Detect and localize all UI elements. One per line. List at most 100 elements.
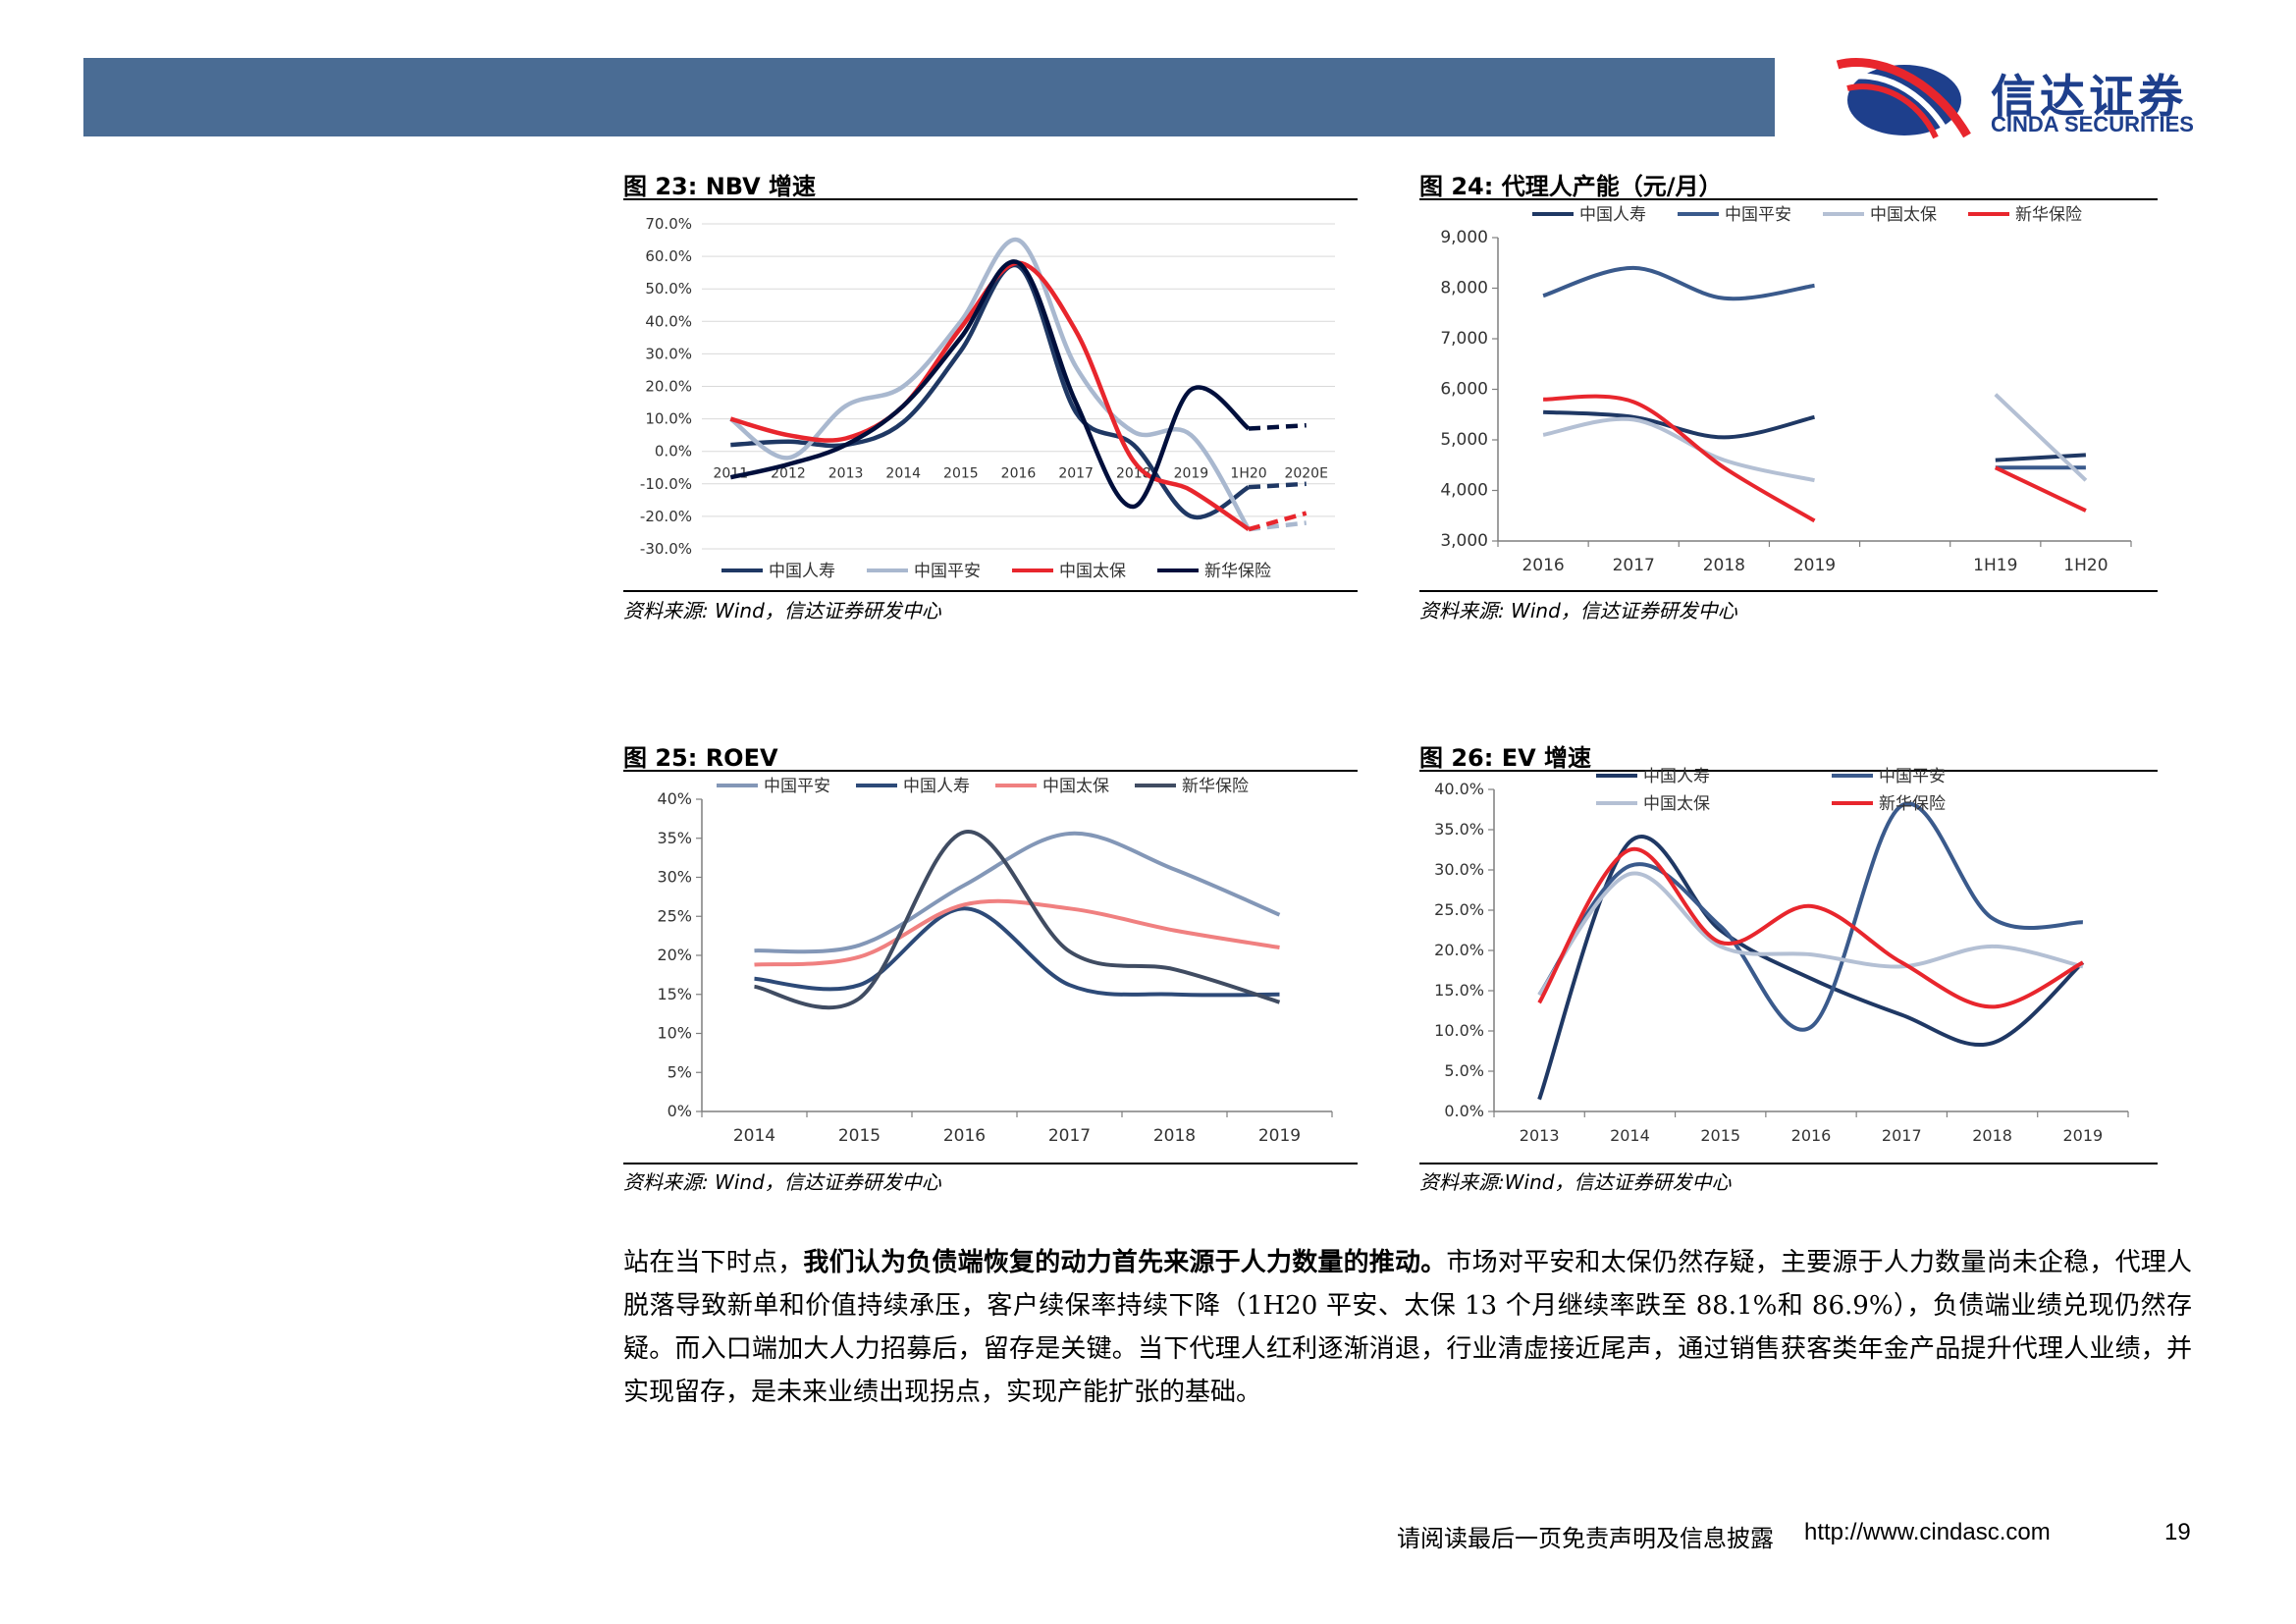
series-line-中国人寿	[730, 262, 1251, 520]
legend-label: 中国人寿	[769, 562, 835, 581]
figure-24: 图 24: 代理人产能（元/月） 9,000 8,000 7,000 6,000 5,0…	[1419, 167, 2158, 628]
cinda-logo-icon	[1836, 58, 1971, 139]
footer-url[interactable]: http://www.cindasc.com	[1804, 1519, 2051, 1545]
ev-growth-chart: 40.0% 35.0% 30.0% 25.0% 20.0% 15.0% 10.0% 5.0% 0…	[1434, 767, 2129, 1145]
page-number: 19	[2164, 1519, 2191, 1545]
x-tick-label: 2016	[943, 1126, 986, 1146]
y-tick-label: 9,000	[1440, 228, 1488, 247]
x-tick-label: 2014	[1610, 1126, 1650, 1145]
legend-label: 中国人寿	[903, 777, 970, 796]
series-line-中国平安	[1542, 265, 1815, 301]
y-tick-label: 5%	[667, 1062, 692, 1081]
chart-series	[754, 830, 1281, 1010]
x-tick-label: 2017	[1058, 466, 1094, 482]
x-tick-label: 2020E	[1284, 466, 1327, 482]
x-tick-label: 2019	[2062, 1126, 2103, 1145]
figure-source: 资料来源: Wind，信达证券研发中心	[623, 1170, 941, 1194]
x-tick-label: 1H20	[2063, 556, 2108, 575]
legend-label: 中国太保	[1042, 777, 1109, 796]
y-tick-label: 5.0%	[1444, 1061, 1484, 1080]
y-tick-label: 35%	[657, 829, 692, 847]
y-tick-label: 30.0%	[1434, 860, 1484, 879]
y-tick-label: 15%	[657, 985, 692, 1003]
x-tick-label: 2018	[1972, 1126, 2012, 1145]
chart-legend: 中国人寿 中国平安 中国太保 新华保险	[721, 562, 1271, 581]
chart-axes: 70.0% 60.0% 50.0% 40.0% 30.0% 20.0% 10.0% 0.0% -…	[640, 215, 1335, 558]
figure-bottom-rule	[1419, 1163, 2158, 1164]
series-line-中国人寿	[1537, 835, 2085, 1101]
legend-label: 中国人寿	[1579, 205, 1646, 225]
y-tick-label: 3,000	[1440, 531, 1488, 551]
header-bar	[83, 58, 1775, 136]
series-line-中国太保	[754, 898, 1280, 967]
series-line-新华保险	[729, 259, 1251, 510]
y-tick-label: 10%	[657, 1024, 692, 1043]
series-line-新华保险	[1543, 394, 1816, 523]
legend-label: 新华保险	[1204, 562, 1271, 581]
y-tick-label: -10.0%	[640, 475, 692, 493]
y-tick-label: 40.0%	[1434, 780, 1484, 798]
figure-title: 图 25: ROEV	[623, 744, 778, 772]
y-tick-label: 35.0%	[1434, 820, 1484, 839]
x-tick-label: 1H20	[1230, 466, 1266, 482]
series-line-中国太保	[729, 260, 1251, 531]
y-tick-label: 20.0%	[645, 378, 692, 396]
y-tick-label: 25.0%	[1434, 900, 1484, 919]
x-tick-label: 2019	[1174, 466, 1209, 482]
chart-series	[1542, 265, 2088, 523]
legend-label: 中国太保	[1870, 205, 1937, 225]
figure-title-rule	[623, 770, 1358, 772]
agent-productivity-chart: 9,000 8,000 7,000 6,000 5,000 4,000 3,000 2016 2…	[1440, 205, 2132, 575]
legend-label: 新华保险	[2015, 205, 2082, 225]
y-tick-label: 20%	[657, 946, 692, 964]
x-tick-label: 2016	[1522, 556, 1564, 575]
body-text-part1: 站在当下时点，	[623, 1248, 804, 1277]
y-tick-label: 5,000	[1440, 430, 1488, 450]
y-tick-label: 6,000	[1440, 380, 1488, 400]
x-tick-label: 2014	[733, 1126, 775, 1146]
chart-axes: 9,000 8,000 7,000 6,000 5,000 4,000 3,000 2016 2…	[1440, 228, 2132, 575]
y-tick-label: -30.0%	[640, 540, 692, 558]
y-tick-label: 30.0%	[645, 345, 692, 362]
figure-title: 图 26: EV 增速	[1419, 744, 1592, 772]
chart-axes: 40% 35% 30% 25% 20% 15% 10% 5% 0% 2014 2015 2016 201…	[657, 789, 1333, 1146]
x-tick-label: 2017	[1048, 1126, 1091, 1146]
legend-label: 中国太保	[1059, 562, 1126, 581]
y-tick-label: 70.0%	[645, 215, 692, 233]
x-tick-label: 2019	[1258, 1126, 1301, 1146]
nbv-growth-chart: 70.0% 60.0% 50.0% 40.0% 30.0% 20.0% 10.0% 0.0% -…	[640, 215, 1335, 581]
x-tick-label: 2018	[1703, 556, 1745, 575]
y-tick-label: 10.0%	[1434, 1021, 1484, 1040]
series-line-中国人寿	[1542, 409, 1815, 440]
legend-label: 中国平安	[914, 562, 981, 581]
series-line-dashed-新华保险	[1248, 422, 1307, 431]
body-text-bold: 我们认为负债端恢复的动力首先来源于人力数量的推动。	[803, 1248, 1447, 1277]
figure-bottom-rule	[623, 1163, 1358, 1164]
legend-label: 新华保险	[1182, 777, 1249, 796]
x-tick-label: 2015	[943, 466, 979, 482]
chart-axes: 40.0% 35.0% 30.0% 25.0% 20.0% 15.0% 10.0% 5.0% 0…	[1434, 780, 2129, 1145]
figure-25: 图 25: ROEV 40% 35% 30% 25% 20% 15% 10% 5% 0% 2014…	[623, 738, 1358, 1200]
y-tick-label: 0.0%	[1444, 1102, 1484, 1120]
x-tick-label: 2014	[885, 466, 921, 482]
series-line-中国平安	[728, 237, 1251, 531]
series-line-中国太保	[1542, 416, 1815, 483]
series-line-中国平安	[1537, 801, 2083, 1032]
y-tick-label: -20.0%	[640, 508, 692, 525]
x-tick-label: 2016	[1791, 1126, 1832, 1145]
y-tick-label: 8,000	[1440, 279, 1488, 298]
series-line-中国人寿	[754, 906, 1280, 998]
legend-label: 中国平安	[1879, 767, 1946, 786]
series-line-dashed-中国太保	[1248, 511, 1308, 532]
series-line-中国人寿	[1995, 453, 2087, 462]
body-paragraph: 站在当下时点，我们认为负债端恢复的动力首先来源于人力数量的推动。市场对平安和太保…	[623, 1241, 2192, 1414]
y-tick-label: 7,000	[1440, 329, 1488, 349]
cinda-logo: 信达证券 CINDA SECURITIES	[1834, 55, 2226, 143]
series-line-新华保险	[754, 830, 1281, 1010]
figure-bottom-rule	[1419, 590, 2158, 592]
figure-bottom-rule	[623, 590, 1358, 592]
y-tick-label: 20.0%	[1434, 941, 1484, 959]
y-tick-label: 4,000	[1440, 481, 1488, 501]
x-tick-label: 2015	[838, 1126, 881, 1146]
y-tick-label: 40.0%	[645, 312, 692, 330]
